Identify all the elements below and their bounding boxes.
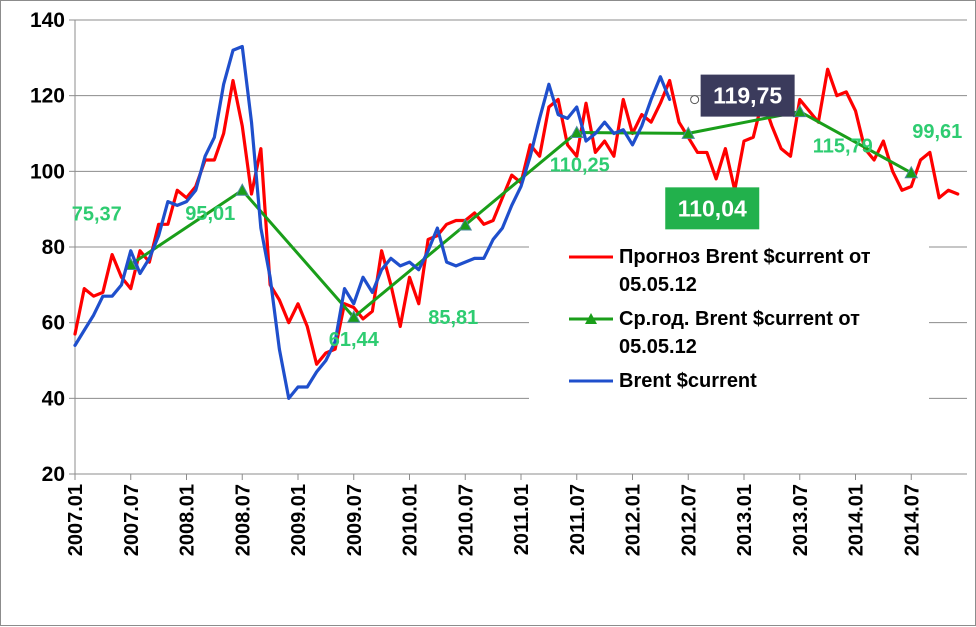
x-tick-label: 2010.07 [455,484,477,556]
legend-label-average: 05.05.12 [619,336,697,358]
x-axis-ticks: 2007.01 2007.07 2008.01 2008.07 2009.01 2009.… [65,474,923,556]
y-tick-label: 40 [42,387,65,410]
average-marker [681,126,696,139]
y-tick-label: 20 [42,463,65,486]
x-tick-label: 2011.07 [567,484,589,555]
x-tick-label: 2011.01 [511,484,533,555]
y-tick-label: 60 [42,312,65,335]
average-data-label: 75,37 [72,204,122,226]
average-data-label: 61,44 [329,329,380,351]
x-tick-label: 2007.01 [65,484,87,556]
average-data-label: 99,61 [912,121,962,143]
callout-2012-average-value: 110,04 [678,195,747,221]
x-tick-label: 2014.01 [846,484,868,556]
y-tick-label: 140 [30,9,65,32]
x-tick-label: 2012.01 [623,484,645,556]
x-tick-label: 2008.01 [177,484,199,556]
series-line-actual [73,44,672,400]
data-labels: 75,37 95,01 61,44 85,81 110,25 115,79 99,61 [72,121,963,351]
series-line-forecast [73,67,960,366]
callout-pointer-dot [690,95,700,105]
callouts: 119,75 110,04 [665,74,795,230]
x-tick-label: 2007.07 [121,484,143,556]
callout-box-2012-average [665,187,760,230]
x-tick-label: 2010.01 [400,484,422,556]
callout-latest-value: 119,75 [713,83,782,109]
average-data-label: 110,25 [550,155,610,177]
average-data-label: 85,81 [428,307,478,329]
y-tick-label: 120 [30,85,65,108]
legend-background [529,241,929,411]
x-tick-label: 2013.07 [790,484,812,556]
x-tick-label: 2013.01 [734,484,756,556]
callout-box-latest [700,74,795,117]
x-tick-label: 2009.07 [344,484,366,556]
x-tick-label: 2012.07 [678,484,700,556]
x-tick-label: 2008.07 [232,484,254,556]
legend: Прогноз Brent $current от 05.05.12 Ср.год.… [529,241,929,411]
average-marker [235,183,250,196]
average-marker [346,310,361,323]
legend-label-average: Ср.год. Brent $current от [619,308,860,330]
average-marker [904,165,919,179]
x-tick-label: 2009.01 [288,484,310,556]
y-tick-label: 100 [30,160,65,183]
y-axis-ticks: 20 40 60 80 100 120 140 [30,9,75,486]
average-data-label: 115,79 [813,136,873,158]
average-marker [458,217,473,231]
average-data-label: 95,01 [185,203,235,225]
average-marker [792,104,807,118]
legend-label-forecast: Прогноз Brent $current от [619,246,871,268]
average-marker [569,125,584,139]
x-tick-label: 2014.07 [901,484,923,556]
gridlines [75,19,967,475]
legend-label-forecast: 05.05.12 [619,274,697,296]
legend-marker-average [585,313,597,324]
y-tick-label: 80 [42,236,65,259]
legend-label-actual: Brent $current [619,370,757,392]
